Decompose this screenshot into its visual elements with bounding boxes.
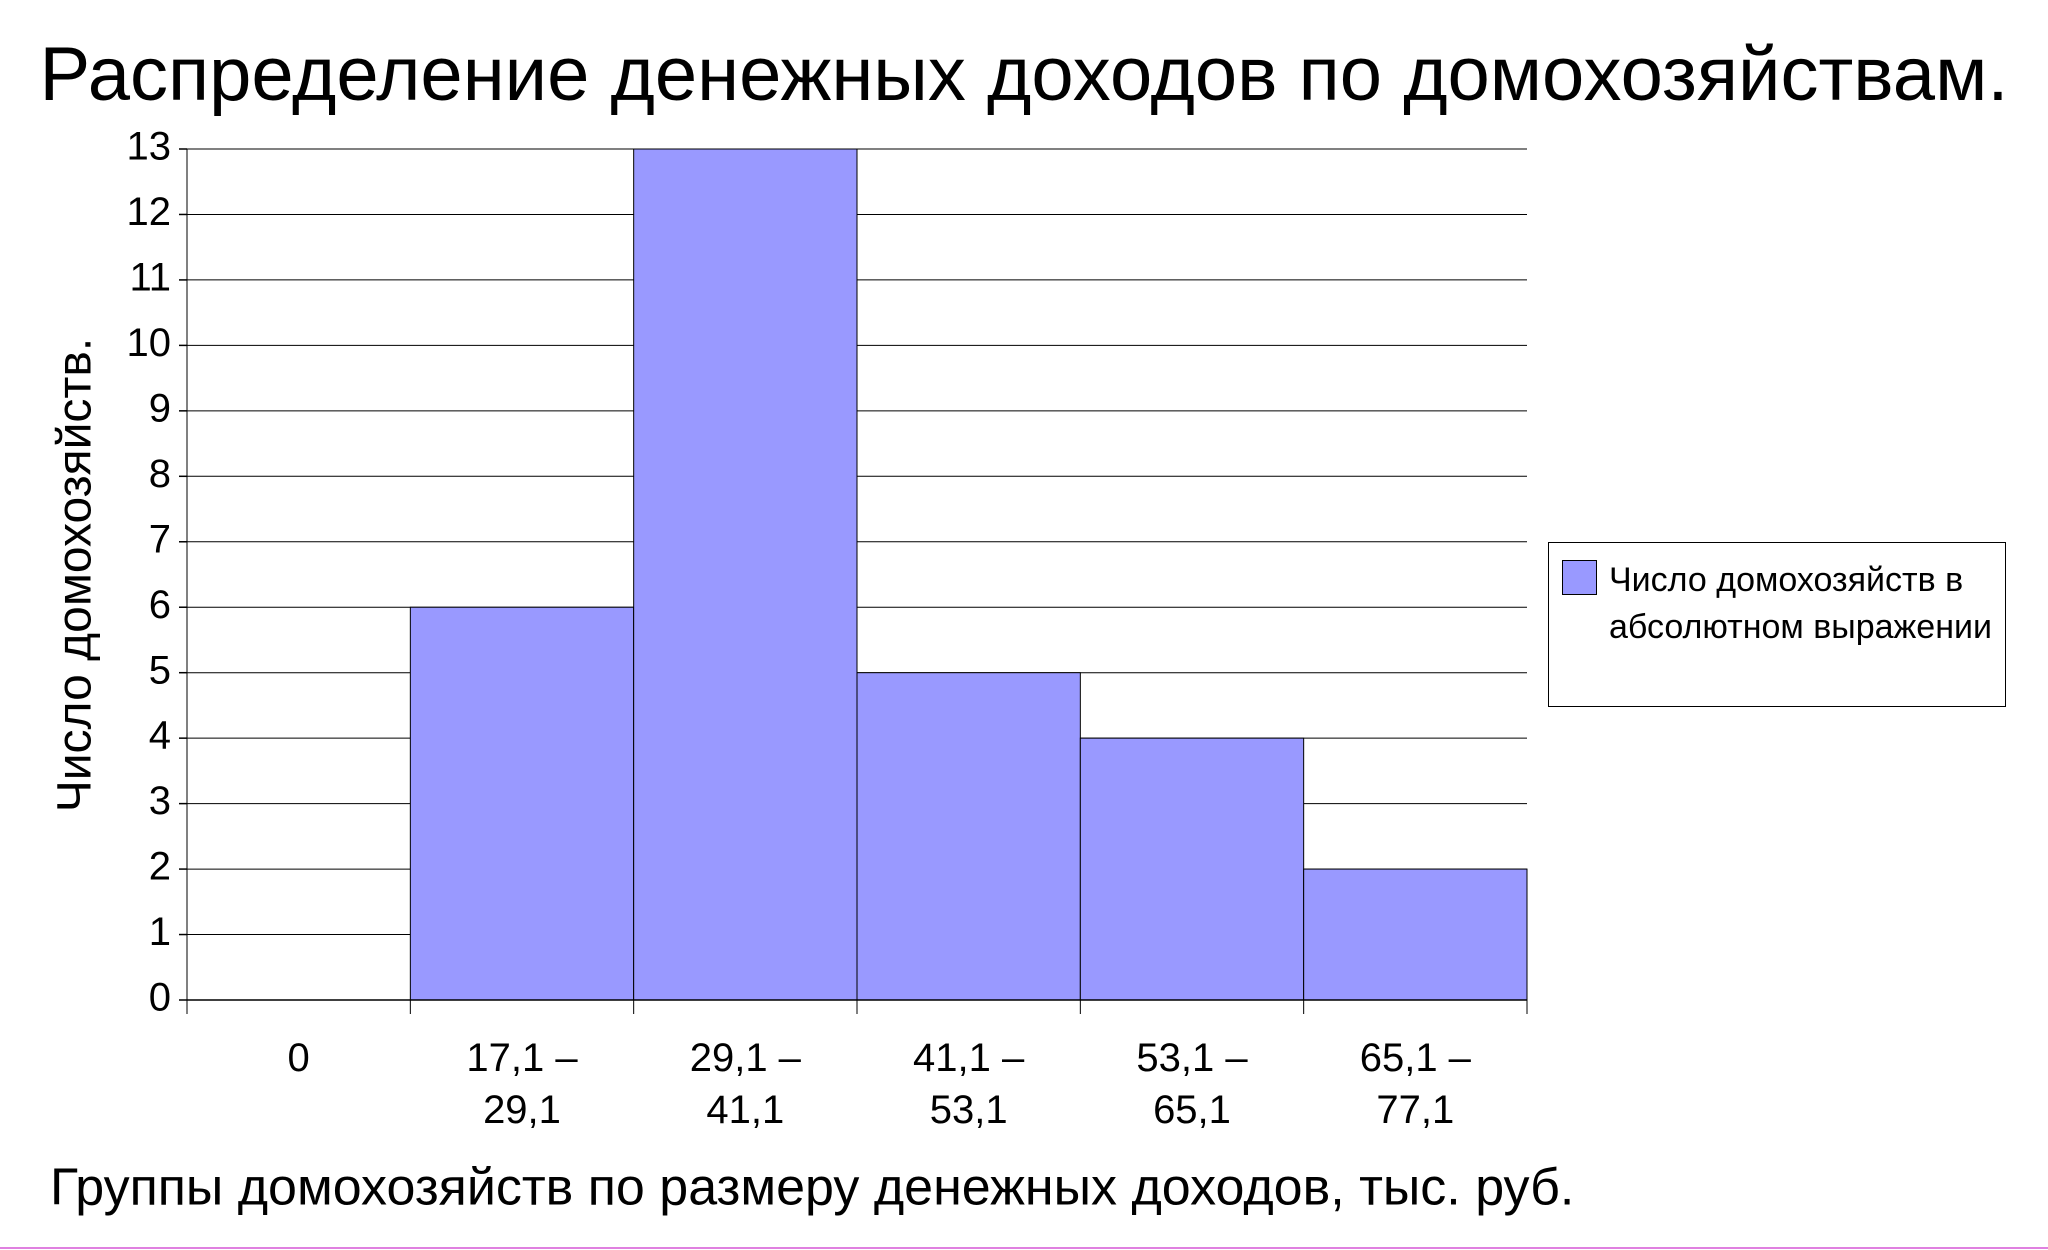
x-tick-label: 17,1 – 29,1 <box>466 1036 578 1132</box>
y-axis-title: Число домохозяйств. <box>49 338 102 813</box>
chart-title: Распределение денежных доходов по домохо… <box>40 32 2009 117</box>
y-tick-label: 2 <box>149 845 171 889</box>
y-tick-label: 8 <box>149 452 171 496</box>
x-axis-title: Группы домохозяйств по размеру денежных … <box>50 1159 1574 1217</box>
legend-label: Число домохозяйств в абсолютном выражени… <box>1609 561 1992 646</box>
legend-swatch <box>1562 560 1597 595</box>
y-tick-label: 6 <box>149 583 171 627</box>
x-tick-label: 53,1 – 65,1 <box>1136 1036 1248 1132</box>
y-tick-label: 3 <box>149 779 171 823</box>
y-tick-label: 1 <box>149 910 171 954</box>
y-tick-label: 13 <box>127 125 172 169</box>
bar <box>856 672 1081 1001</box>
x-tick-label: 29,1 – 41,1 <box>689 1036 801 1132</box>
bar <box>1303 868 1528 1001</box>
y-tick-label: 7 <box>149 517 171 561</box>
y-tick-label: 5 <box>149 648 171 692</box>
x-tick-label: 65,1 – 77,1 <box>1359 1036 1471 1132</box>
y-tick-label: 4 <box>149 714 171 758</box>
legend: Число домохозяйств в абсолютном выражени… <box>1548 542 2006 707</box>
y-tick-label: 10 <box>127 321 172 365</box>
bar <box>633 148 858 1001</box>
x-tick-label: 0 <box>287 1036 310 1080</box>
y-tick-label: 12 <box>127 190 172 234</box>
y-tick-label: 9 <box>149 386 171 430</box>
bar <box>409 606 635 1001</box>
x-tick-label: 41,1 – 53,1 <box>913 1036 1025 1132</box>
y-tick-label: 0 <box>149 976 171 1020</box>
bar <box>1079 737 1305 1001</box>
y-tick-label: 11 <box>129 255 171 299</box>
